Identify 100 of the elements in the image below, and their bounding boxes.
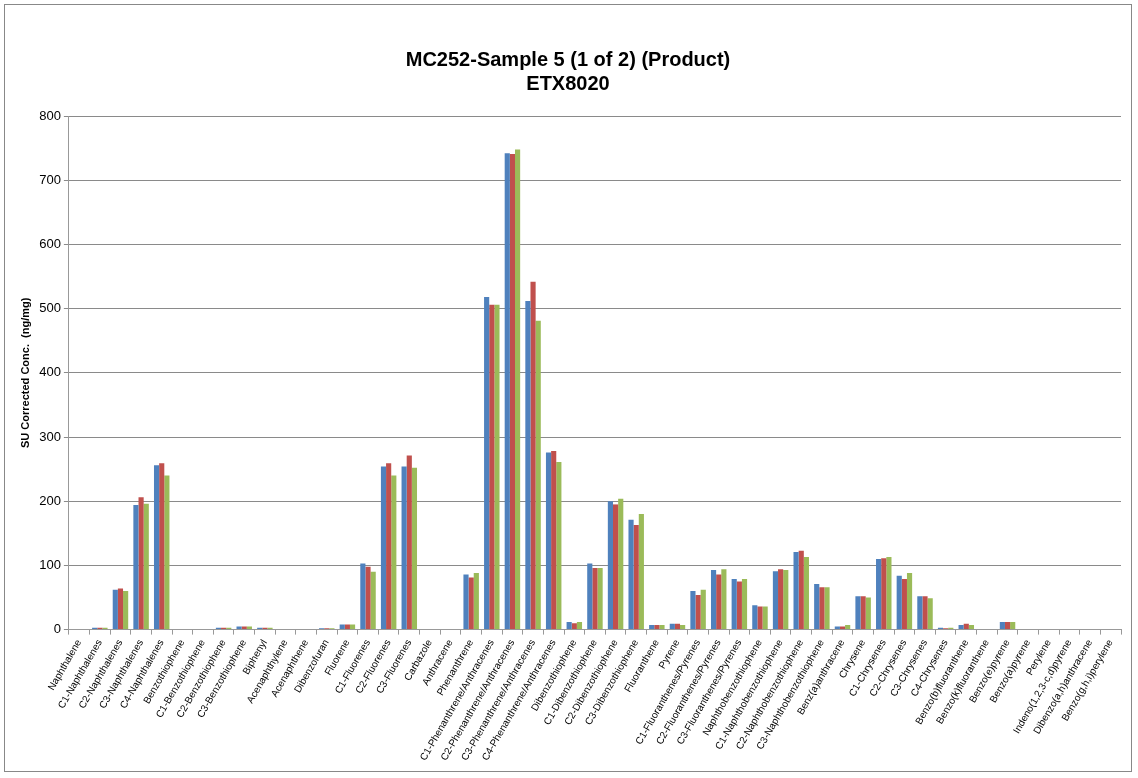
bar [370, 571, 376, 630]
y-tick-label: 500 [39, 300, 61, 316]
bar [360, 563, 366, 630]
bar [700, 589, 706, 630]
bar [1004, 621, 1011, 630]
bar [576, 621, 583, 630]
bar [896, 575, 902, 630]
bar [845, 625, 851, 630]
bar [530, 281, 536, 630]
y-tick-label: 400 [39, 364, 61, 380]
bar [633, 524, 639, 630]
bar [123, 591, 129, 630]
bar [798, 550, 804, 630]
bar [597, 567, 603, 630]
bar [674, 623, 681, 630]
bar [659, 625, 665, 630]
y-tick-label: 700 [39, 171, 61, 187]
bar [906, 573, 913, 630]
bar [901, 578, 907, 630]
bar [860, 596, 866, 630]
bar [710, 569, 717, 630]
bar [241, 626, 247, 630]
bar [680, 625, 686, 630]
bar [741, 578, 748, 630]
y-tick-label: 200 [39, 492, 61, 508]
bar [819, 587, 825, 630]
bar [752, 605, 758, 630]
bar [556, 462, 562, 630]
bar [772, 571, 779, 630]
bar [649, 625, 655, 630]
bar [401, 466, 407, 630]
bar [695, 594, 701, 630]
bar [607, 501, 613, 630]
bar [855, 596, 861, 630]
bar [669, 623, 675, 630]
y-axis-title: SU Corrected Conc. (ng/mg) [18, 297, 31, 448]
bar [344, 624, 350, 630]
bar [504, 153, 510, 630]
bar [814, 584, 820, 630]
bar [803, 557, 809, 630]
bar [515, 149, 521, 630]
bar [757, 606, 763, 630]
bar [411, 467, 418, 630]
bar [721, 569, 727, 630]
bar [778, 569, 784, 630]
bar [783, 569, 789, 630]
bar [1010, 621, 1016, 630]
bar [494, 304, 500, 630]
bar [133, 505, 139, 630]
bar [489, 304, 495, 630]
bar [762, 606, 768, 630]
bar [138, 497, 144, 630]
bar [886, 557, 892, 630]
y-tick-label: 100 [39, 556, 61, 572]
bar [881, 558, 887, 630]
bar [736, 581, 742, 630]
bar [551, 451, 557, 630]
bar [638, 514, 644, 630]
bar [349, 624, 356, 630]
bar [587, 563, 593, 630]
y-tick-label: 0 [53, 621, 61, 637]
bar [112, 589, 118, 630]
bar [793, 551, 799, 630]
bar [153, 465, 160, 630]
bar [339, 624, 345, 630]
bar [391, 475, 397, 630]
bar [731, 578, 737, 630]
bar [592, 567, 598, 630]
bar [535, 320, 541, 630]
bar [380, 466, 387, 630]
bar [618, 498, 624, 630]
bar [876, 558, 882, 630]
bar [164, 475, 170, 630]
bar [525, 300, 531, 630]
bar [566, 621, 572, 630]
chart-title: MC252-Sample 5 (1 of 2) (Product) ETX8020 [405, 47, 731, 94]
bar [473, 573, 479, 630]
bar [406, 455, 412, 630]
bar [999, 621, 1005, 630]
bar [628, 519, 634, 630]
bar [613, 504, 619, 630]
bar [824, 587, 830, 630]
bar [365, 566, 371, 630]
bar [958, 625, 964, 630]
bar [143, 503, 149, 630]
bar [117, 588, 124, 630]
bar [917, 596, 923, 630]
bar [468, 577, 474, 630]
bar [839, 626, 846, 630]
y-tick-label: 800 [39, 107, 61, 123]
bar [509, 153, 516, 630]
bar [484, 297, 490, 630]
bar [922, 596, 928, 630]
y-tick-label: 600 [39, 235, 61, 251]
bar [463, 574, 469, 630]
bar [654, 625, 660, 630]
bar [159, 463, 165, 630]
bar [865, 597, 871, 630]
bar [963, 623, 969, 630]
bar [968, 625, 975, 630]
